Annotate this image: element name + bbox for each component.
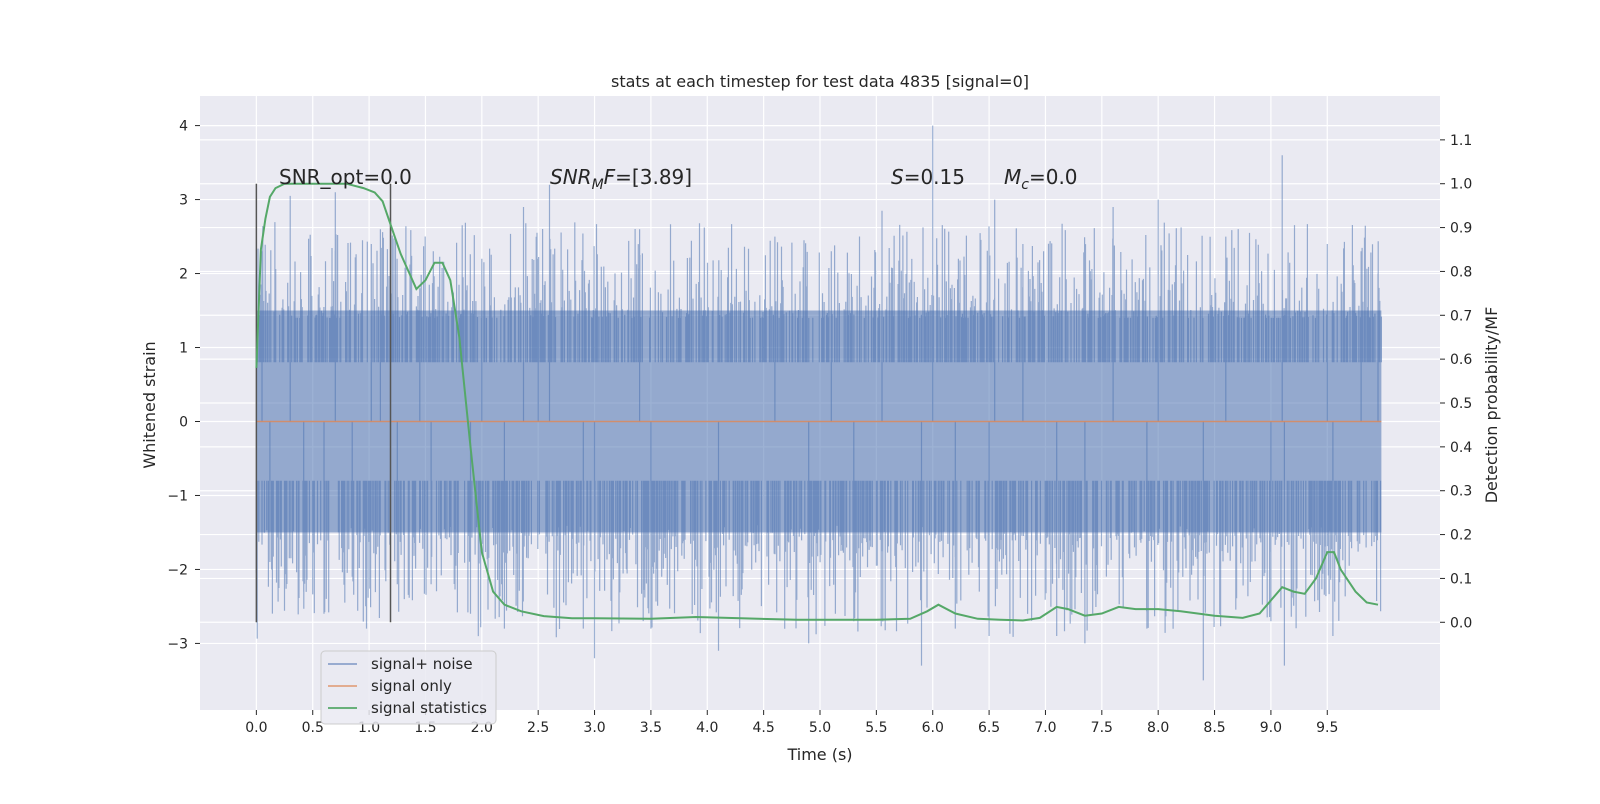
x-tick-label: 6.5 — [978, 720, 1000, 736]
mc-value: =0.0 — [1029, 165, 1078, 189]
x-tick-label: 5.5 — [865, 720, 887, 736]
x-axis-label: Time (s) — [786, 745, 852, 764]
y-right-tick-label: 0.6 — [1450, 352, 1472, 368]
vertical-markers — [255, 183, 392, 623]
snr-mf-symbol: SNR — [550, 165, 592, 189]
y-right-tick-label: 0.1 — [1450, 571, 1472, 587]
right-axis-ticks: 0.0 0.1 0.2 0.3 0.4 0.5 0.6 0.7 0.8 0.9 1.0 1.1 — [1440, 133, 1472, 631]
y-left-tick-label: −1 — [167, 488, 188, 504]
x-tick-label: 9.0 — [1260, 720, 1282, 736]
left-axis-ticks: −3 −2 −1 0 1 2 3 4 — [167, 119, 200, 652]
snr-mf-annotation: SNRMF=[3.89] — [550, 165, 692, 193]
y-left-tick-label: 1 — [179, 341, 188, 357]
y-right-tick-label: 0.9 — [1450, 221, 1472, 237]
x-tick-label: 4.5 — [753, 720, 775, 736]
y-right-tick-label: 0.2 — [1450, 528, 1472, 544]
y-right-tick-label: 0.3 — [1450, 484, 1472, 500]
x-tick-label: 0.0 — [245, 720, 267, 736]
mc-annotation: Mc=0.0 — [1004, 165, 1078, 193]
x-tick-label: 2.5 — [527, 720, 549, 736]
y-right-tick-label: 1.1 — [1450, 133, 1472, 149]
y-right-tick-label: 1.0 — [1450, 177, 1472, 193]
snr-opt-annotation: SNR_opt=0.0 — [279, 165, 412, 189]
mc-subscript: c — [1021, 177, 1029, 193]
legend: signal+ noise signal only signal statist… — [320, 650, 497, 725]
snr-mf-value: =[3.89] — [615, 165, 692, 189]
y-right-tick-label: 0.0 — [1450, 615, 1472, 631]
y-right-tick-label: 0.5 — [1450, 396, 1472, 412]
y-right-tick-label: 0.7 — [1450, 308, 1472, 324]
legend-label-stats: signal statistics — [371, 699, 487, 717]
s-annotation: S=0.15 — [891, 165, 965, 189]
y-right-tick-label: 0.4 — [1450, 440, 1472, 456]
s-value: =0.15 — [904, 165, 965, 189]
y-left-tick-label: 4 — [179, 119, 188, 135]
legend-label-signal: signal only — [371, 677, 452, 695]
x-tick-label: 7.0 — [1034, 720, 1056, 736]
mc-symbol: M — [1004, 165, 1021, 189]
x-tick-label: 8.0 — [1147, 720, 1169, 736]
signal-statistics-path — [255, 182, 1379, 622]
legend-box — [320, 650, 497, 725]
x-tick-label: 8.5 — [1203, 720, 1225, 736]
x-tick-label: 4.0 — [696, 720, 718, 736]
chart-title: stats at each timestep for test data 483… — [611, 72, 1029, 91]
y-left-tick-label: −3 — [167, 636, 188, 652]
x-tick-label: 0.5 — [302, 720, 324, 736]
y-right-tick-label: 0.8 — [1450, 264, 1472, 280]
x-tick-label: 9.5 — [1316, 720, 1338, 736]
signal-statistics-line — [255, 182, 1379, 622]
y-axis-label-left: Whitened strain — [140, 341, 159, 468]
x-tick-label: 7.5 — [1091, 720, 1113, 736]
y-left-tick-label: 3 — [179, 193, 188, 209]
snr-mf-symbol-f: F — [604, 165, 616, 189]
snr-mf-subscript: M — [592, 177, 604, 193]
y-left-tick-label: 0 — [179, 414, 188, 430]
x-tick-label: 3.5 — [640, 720, 662, 736]
legend-label-noise: signal+ noise — [371, 655, 473, 673]
x-tick-label: 6.0 — [922, 720, 944, 736]
y-axis-label-right: Detection probability/MF — [1482, 307, 1501, 504]
x-tick-label: 5.0 — [809, 720, 831, 736]
x-tick-label: 3.0 — [583, 720, 605, 736]
s-symbol: S — [891, 165, 904, 189]
y-left-tick-label: 2 — [179, 267, 188, 283]
y-left-tick-label: −2 — [167, 562, 188, 578]
